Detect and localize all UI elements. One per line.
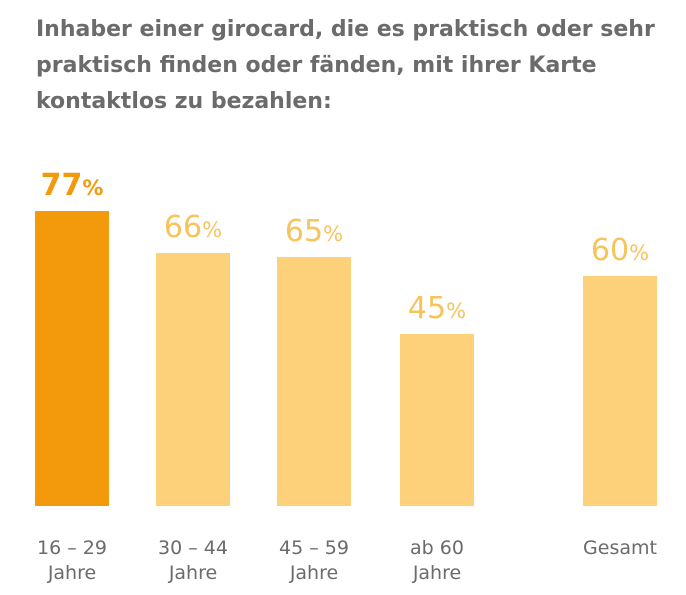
bar-3: [400, 333, 474, 506]
category-line2: Jahre: [289, 562, 339, 584]
bar-0: [35, 211, 109, 506]
value-label-1: 66%: [138, 211, 248, 247]
value-unit: %: [446, 298, 467, 323]
value-number: 65: [284, 214, 324, 250]
category-label-4: Gesamt: [560, 536, 680, 561]
value-number: 45: [407, 290, 447, 326]
category-label-1: 30 – 44 Jahre: [133, 536, 253, 586]
value-unit: %: [323, 222, 344, 247]
value-number: 60: [590, 233, 630, 269]
category-line1: 16 – 29: [37, 537, 107, 559]
category-line1: 30 – 44: [158, 537, 228, 559]
value-unit: %: [202, 218, 223, 243]
value-unit: %: [82, 176, 104, 201]
category-line2: Jahre: [47, 562, 97, 584]
bar-1: [156, 253, 230, 506]
value-unit: %: [629, 241, 650, 266]
bar-4: [583, 276, 657, 506]
category-line2: Jahre: [168, 562, 218, 584]
category-line2: Jahre: [412, 562, 462, 584]
value-label-0: 77%: [17, 169, 127, 205]
value-label-4: 60%: [565, 234, 675, 270]
value-number: 77: [40, 168, 83, 204]
category-line1: 45 – 59: [279, 537, 349, 559]
category-label-2: 45 – 59 Jahre: [254, 536, 374, 586]
chart-title: Inhaber einer girocard, die es praktisch…: [36, 17, 655, 114]
category-line1: ab 60: [410, 537, 464, 559]
value-label-3: 45%: [382, 290, 492, 328]
category-label-3: ab 60 Jahre: [377, 536, 497, 586]
value-number: 66: [163, 210, 203, 246]
bar-2: [277, 257, 351, 506]
category-line1: Gesamt: [583, 537, 657, 559]
category-label-0: 16 – 29 Jahre: [12, 536, 132, 586]
value-label-2: 65%: [259, 215, 369, 251]
